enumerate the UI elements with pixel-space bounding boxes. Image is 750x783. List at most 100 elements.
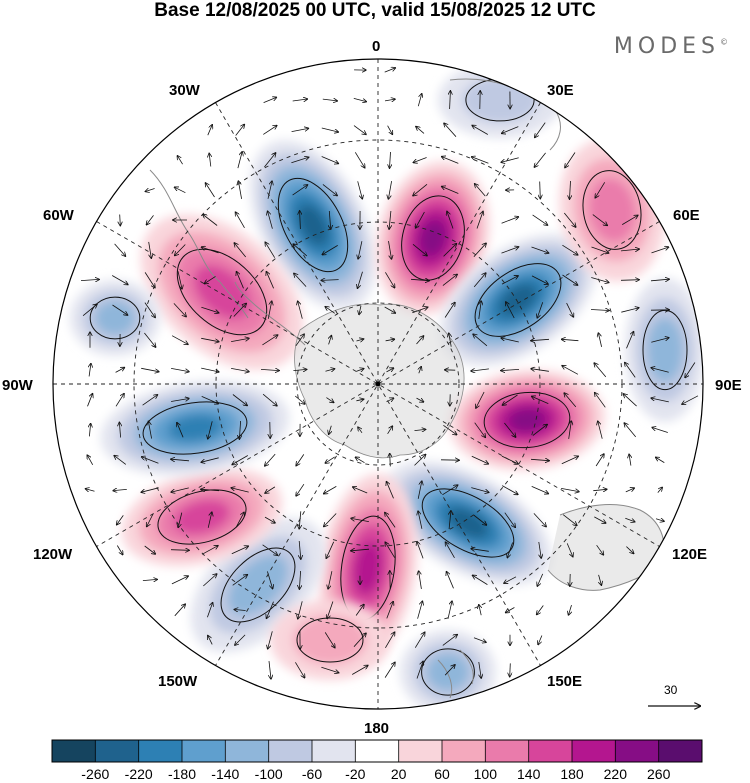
colorbar-swatch [138,740,183,762]
wind-vector [267,301,271,319]
wind-vector [591,246,609,253]
wind-vector [417,542,424,559]
wind-vector [651,368,669,373]
anomaly-neg-west [100,380,290,476]
wind-vector [269,661,271,679]
wind-vector [385,632,394,649]
wind-vector [326,541,335,558]
wind-vector [239,420,240,439]
wind-vector [564,393,577,408]
wind-vector [352,666,368,675]
colorbar-swatch [355,740,399,762]
colorbar-swatch [52,740,96,762]
lon-label-30e: 30E [547,82,574,99]
wind-vector [321,156,339,164]
wind-vector [535,122,546,138]
wind-vector [599,574,602,585]
anomaly-band [419,219,447,257]
wind-vector [201,489,220,490]
streamline-loop [176,248,268,336]
wind-vector [566,543,573,556]
wind-vector [147,513,154,527]
wind-vector [626,546,633,554]
wind-vector [387,125,393,135]
wind-vector [532,425,547,436]
wind-vector [472,126,488,135]
wind-vector [237,272,244,289]
wind-vector [207,125,212,136]
wind-vector [295,334,304,347]
graticule [53,59,703,709]
new-zealand-coast [437,649,474,699]
australia-coast [547,504,665,591]
wind-vector [446,542,455,558]
anomaly-band [95,301,135,335]
wind-vector [416,127,425,134]
colorbar-frame [51,739,703,763]
wind-vector [174,604,185,617]
wind-vector [565,152,576,168]
wind-vector [231,488,249,493]
wind-vector [443,244,457,257]
colorbar-label: -140 [211,766,240,782]
wind-vector [598,421,603,439]
wind-vector [447,212,454,229]
wind-vector [89,424,90,437]
colorbar-label: -100 [254,766,283,782]
wind-vector [447,601,452,619]
colorbar-swatch [485,740,529,762]
wind-vector [87,455,94,465]
colorbar-label: 20 [390,766,407,782]
wind-vector [414,455,426,466]
wind-vector [504,576,517,583]
wind-vector [236,212,245,228]
wind-vector [351,518,369,522]
wind-vector [570,180,571,199]
wind-vector [450,91,451,110]
wind-vector [414,632,424,648]
wind-vector [171,459,190,461]
wind-vector [144,332,155,347]
colorbar-label: -220 [124,766,153,782]
wind-vector [208,636,213,645]
wind-vector [657,487,662,493]
colorbar-swatch [528,740,573,762]
wind-vector [501,455,518,464]
wind-vector [293,369,306,370]
wind-vector [444,303,455,318]
anomaly-pos-west-lower [121,467,283,567]
wind-vector [232,575,248,586]
wind-vector [569,604,572,615]
wind-vector [292,99,308,101]
anomaly-band [297,204,329,246]
wind-vector [419,571,422,589]
wind-vector [562,274,578,285]
wind-vector [201,337,219,341]
wind-vector [533,513,546,526]
wind-vector [116,545,122,555]
wind-vector [417,601,423,619]
wind-vector [356,399,363,401]
colorbar-swatch [225,740,269,762]
wind-vector [237,152,242,169]
modes-logo: MODES© [614,34,728,59]
colorbar-swatch [182,740,226,762]
wind-vector [208,421,213,438]
wind-vector [209,154,211,167]
wind-vector [177,271,182,289]
wind-vector [173,303,186,316]
wind-vector [442,274,457,286]
colorbar-swatch [615,740,659,762]
wind-vector [147,215,154,224]
antarctic-peninsula [234,281,306,346]
anomaly-band [174,499,230,535]
wind-vector [386,368,394,373]
streamline-loop [421,648,475,696]
wind-vector [328,571,333,589]
wind-vector [112,304,128,315]
wind-vector [201,546,218,555]
wind-vector [324,632,335,647]
lon-label-30w: 30W [169,82,200,99]
lon-label-120w: 120W [33,546,73,563]
